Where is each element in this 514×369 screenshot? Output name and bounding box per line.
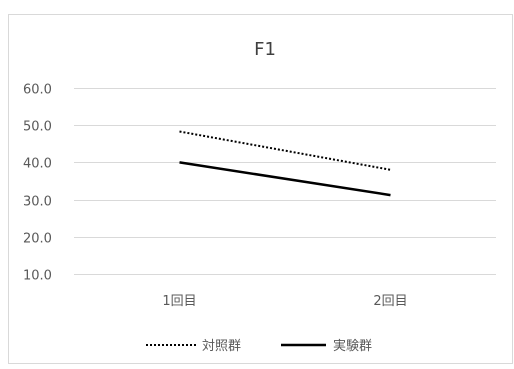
y-tick-label: 20.0 xyxy=(23,232,52,247)
y-tick-label: 10.0 xyxy=(23,269,52,284)
y-tick-label: 40.0 xyxy=(23,157,52,172)
series-line-2 xyxy=(179,161,391,197)
y-tick-label: 30.0 xyxy=(23,195,52,210)
chart-title: F1 xyxy=(254,39,276,60)
chart-area-border xyxy=(8,14,513,364)
x-axis-tick-labels: 1回目 2回目 xyxy=(162,294,407,309)
x-tick-label: 1回目 xyxy=(162,294,196,309)
legend-label-2: 実験群 xyxy=(333,338,372,354)
y-tick-label: 60.0 xyxy=(23,83,52,98)
legend: 対照群 実験群 xyxy=(146,338,372,354)
gridlines xyxy=(74,88,496,275)
y-tick-label: 50.0 xyxy=(23,120,52,135)
y-axis-tick-labels: 10.0 20.0 30.0 40.0 50.0 60.0 xyxy=(23,83,52,284)
series-lines xyxy=(179,130,391,197)
x-tick-label: 2回目 xyxy=(373,294,407,309)
legend-label-1: 対照群 xyxy=(202,339,241,354)
